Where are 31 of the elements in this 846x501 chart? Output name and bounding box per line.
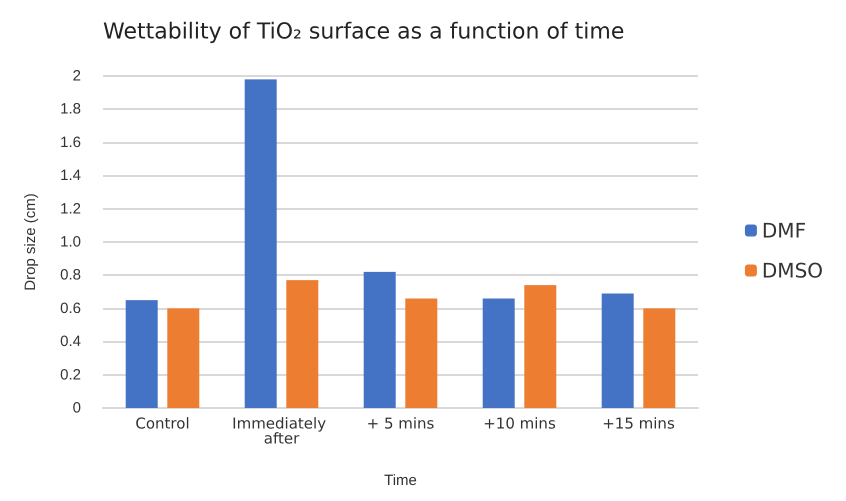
y-tick-label: 1.0 (60, 234, 81, 250)
bar (167, 308, 200, 408)
legend-label: DMF (762, 218, 806, 242)
y-tick-label: 0 (72, 400, 81, 416)
y-tick-label: 1.4 (60, 167, 81, 184)
y-tick-label: 0.8 (60, 266, 81, 284)
bar (244, 79, 277, 408)
x-tick-label: + 5 mins (366, 414, 435, 432)
bar (602, 293, 634, 408)
bar (286, 280, 318, 408)
bar (524, 285, 556, 408)
x-tick-label: Control (135, 414, 190, 432)
y-tick-label: 1.8 (60, 100, 81, 118)
y-tick-label: 0.6 (60, 300, 81, 317)
x-tick-label: +15 mins (602, 414, 675, 432)
x-axis-title: Time (384, 472, 417, 489)
bar (364, 272, 396, 408)
bar (643, 308, 676, 408)
y-tick-label: 0.2 (60, 366, 81, 384)
y-axis-title: Drop size (cm) (22, 193, 39, 291)
y-tick-label: 0.4 (60, 333, 81, 350)
bar (405, 298, 438, 408)
bar (482, 298, 515, 408)
y-tick-label: 1.6 (60, 134, 81, 151)
x-tick-label: +10 mins (483, 414, 556, 432)
bar (126, 300, 158, 408)
x-tick-label: Immediately after (232, 414, 331, 448)
chart-title: Wettability of TiO₂ surface as a function of time (103, 20, 624, 44)
legend-label: DMSO (762, 258, 823, 282)
y-tick-label: 1.2 (60, 200, 81, 218)
y-tick-label: 2 (72, 68, 81, 84)
